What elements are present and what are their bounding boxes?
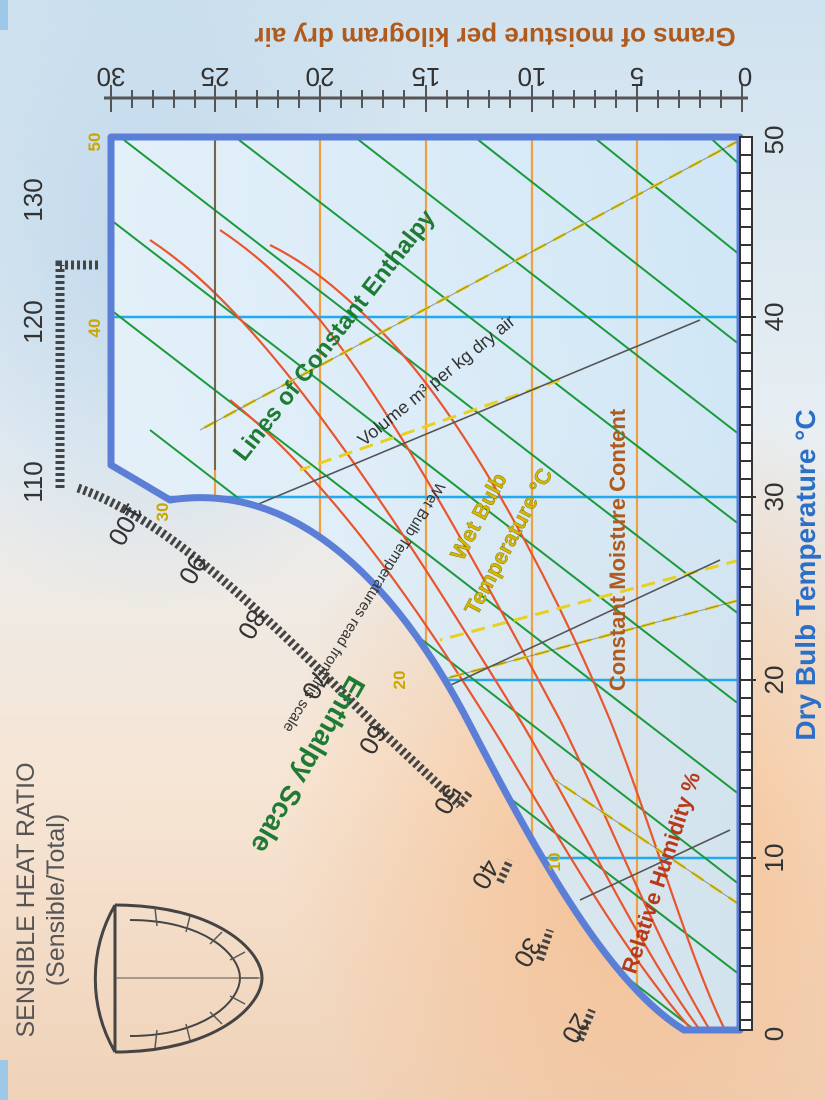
moisture-ticks: 0 5 10 15 20 25 30 [97,62,753,92]
moisture-tick-25: 25 [201,62,230,92]
dry-bulb-tick-40: 40 [759,303,789,332]
wet-bulb-tick-30: 30 [153,503,172,522]
enthalpy-tick-40: 40 [466,854,506,894]
enthalpy-tick-110: 110 [18,461,48,502]
dry-bulb-tick-20: 20 [759,666,789,695]
enthalpy-tick-80: 80 [232,604,272,644]
enthalpy-tick-120: 120 [18,300,48,343]
dry-bulb-axis-title: Dry Bulb Temperature °C [790,409,821,740]
enthalpy-tick-30: 30 [508,932,548,972]
edge-bar-top [0,0,8,30]
wet-bulb-ticks: 10 20 30 40 50 [85,133,564,872]
wet-bulb-tick-50: 50 [85,133,104,152]
chart-border [107,133,744,1034]
moisture-axis-title: Grams of moisture per kilogram dry air [254,22,735,52]
dry-bulb-tick-0: 0 [759,1027,789,1041]
edge-bar-bottom [0,1060,8,1100]
label-moisture-content: Constant Moisture Content [605,408,630,691]
sensible-heat-ratio-title: SENSIBLE HEAT RATIO [12,762,40,1037]
enthalpy-scale-bar [55,260,596,1042]
wet-bulb-tick-20: 20 [390,671,409,690]
dry-bulb-tick-30: 30 [759,483,789,512]
sensible-heat-ratio-protractor [93,903,264,1054]
moisture-tick-15: 15 [412,62,441,92]
enthalpy-tick-20: 20 [556,1008,596,1048]
enthalpy-tick-130: 130 [18,178,48,221]
enthalpy-tick-50: 50 [428,779,468,819]
moisture-tick-5: 5 [630,62,644,92]
rh-lines [149,229,726,1030]
dry-bulb-ticks: 0 10 20 30 40 50 [759,126,789,1042]
moisture-axis-ruler [104,85,748,112]
enthalpy-tick-60: 60 [353,719,393,759]
dry-bulb-tick-10: 10 [759,844,789,873]
volume-lines [214,137,731,901]
wet-bulb-tick-40: 40 [85,319,104,338]
wet-bulb-tick-10: 10 [545,853,564,872]
dry-bulb-tick-50: 50 [759,126,789,155]
dry-bulb-axis-ruler [739,136,756,1031]
sensible-heat-ratio-subtitle: (Sensible/Total) [42,814,70,986]
moisture-tick-0: 0 [738,62,752,92]
moisture-tick-20: 20 [306,62,335,92]
moisture-tick-30: 30 [97,62,126,92]
moisture-tick-10: 10 [518,62,547,92]
enthalpy-tick-90: 90 [173,549,213,589]
